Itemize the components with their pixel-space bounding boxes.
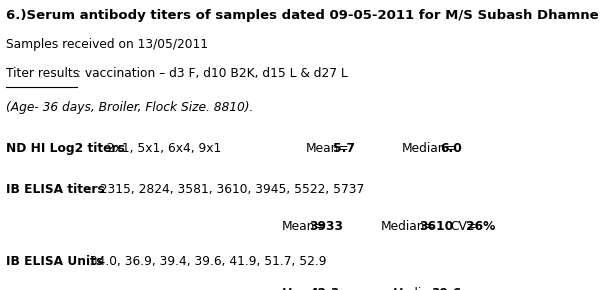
Text: Median=: Median= [402,142,457,155]
Text: 42.3: 42.3 [309,287,340,290]
Text: Mean=: Mean= [282,287,325,290]
Text: Mean=: Mean= [306,142,349,155]
Text: Median=: Median= [393,287,448,290]
Text: Samples received on 13/05/2011: Samples received on 13/05/2011 [6,38,208,51]
Text: ND HI Log2 titers: ND HI Log2 titers [6,142,125,155]
Text: (Age- 36 days, Broiler, Flock Size. 8810).: (Age- 36 days, Broiler, Flock Size. 8810… [6,102,253,115]
Text: :  2315, 2824, 3581, 3610, 3945, 5522, 5737: : 2315, 2824, 3581, 3610, 3945, 5522, 57… [88,183,364,196]
Text: Median=: Median= [381,220,436,233]
Text: : 2x1, 5x1, 6x4, 9x1: : 2x1, 5x1, 6x4, 9x1 [99,142,221,155]
Text: : 34.0, 36.9, 39.4, 39.6, 41.9, 51.7, 52.9: : 34.0, 36.9, 39.4, 39.6, 41.9, 51.7, 52… [82,255,327,268]
Text: 5.7: 5.7 [333,142,355,155]
Text: CV=: CV= [450,220,477,233]
Text: 6.0: 6.0 [440,142,462,155]
Text: IB ELISA Units: IB ELISA Units [6,255,103,268]
Text: Titer results: Titer results [6,67,79,80]
Text: 39.6: 39.6 [431,287,461,290]
Text: IB ELISA titers: IB ELISA titers [6,183,105,196]
Text: : vaccination – d3 F, d10 B2K, d15 L & d27 L: : vaccination – d3 F, d10 B2K, d15 L & d… [77,67,347,80]
Text: 26%: 26% [466,220,496,233]
Text: Mean=: Mean= [282,220,325,233]
Text: 6.)Serum antibody titers of samples dated 09-05-2011 for M/S Subash Dhamne: 6.)Serum antibody titers of samples date… [6,9,599,22]
Text: 3933: 3933 [309,220,343,233]
Text: 3610: 3610 [419,220,454,233]
